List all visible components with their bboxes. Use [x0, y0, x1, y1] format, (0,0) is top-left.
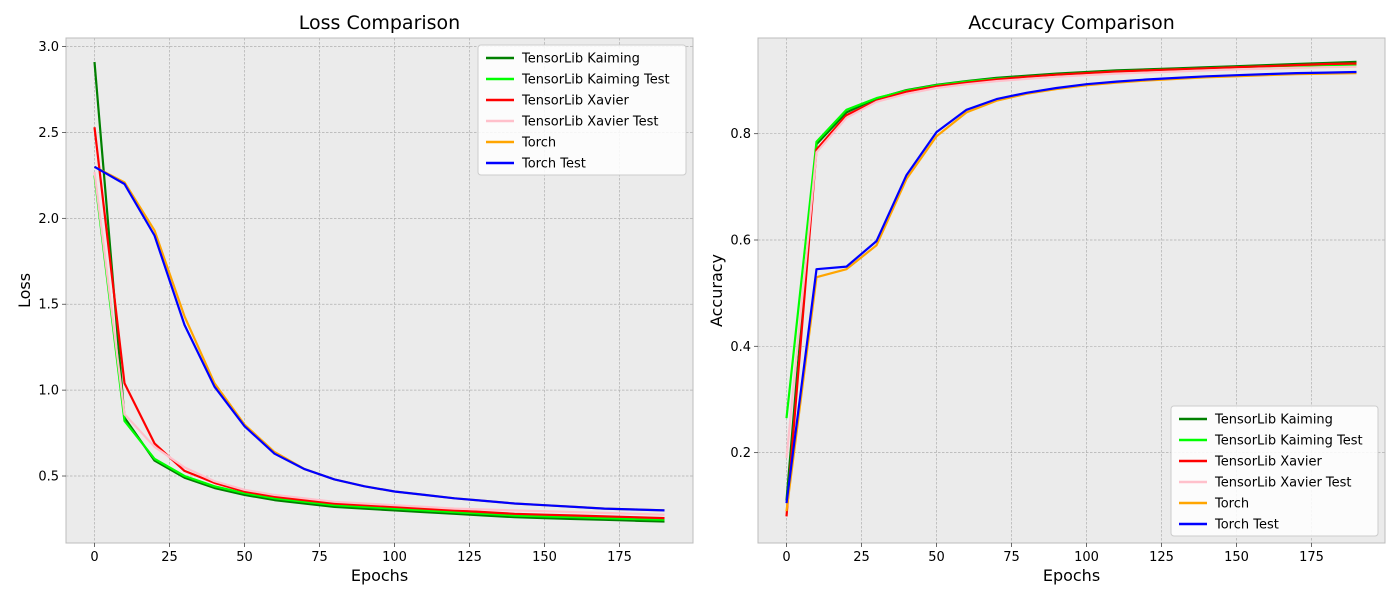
x-tick-label: 125 [1149, 550, 1174, 565]
x-tick-label: 150 [1224, 550, 1249, 565]
series-line-tensorlib-kaiming-test [93, 175, 665, 521]
y-tick-label: 2.5 [38, 126, 59, 141]
legend-label-tensorlib-xavier-test: TensorLib Xavier Test [1214, 476, 1352, 491]
y-tick-label: 0.4 [730, 340, 751, 355]
x-axis-label: Epochs [351, 566, 408, 585]
y-tick-label: 3.0 [38, 40, 59, 55]
chart-title: Loss Comparison [299, 12, 460, 34]
legend-label-tensorlib-xavier: TensorLib Xavier [1214, 455, 1322, 470]
series-line-tensorlib-xavier-test [785, 65, 1357, 459]
loss-chart: 0 25 50 75 100 125 150 175 0.5 1.0 1.5 2.0 2.5 3.0 Los… [15, 12, 694, 585]
y-tick-label: 1.0 [38, 384, 59, 399]
x-tick-label: 150 [532, 550, 557, 565]
y-tick-label: 0.8 [730, 127, 751, 142]
y-axis-label: Accuracy [707, 254, 726, 327]
series-line-torch-test [93, 165, 665, 512]
series-line-tensorlib-xavier [785, 62, 1357, 517]
legend-label-tensorlib-kaiming: TensorLib Kaiming [521, 52, 640, 67]
x-tick-label: 50 [928, 550, 945, 565]
x-tick-label: 100 [1074, 550, 1099, 565]
accuracy-chart: 0 25 50 75 100 125 150 175 0.2 0.4 0.6 0.8 Accuracy … [707, 12, 1386, 585]
legend-label-tensorlib-kaiming-test: TensorLib Kaiming Test [1214, 434, 1363, 449]
plot-frame [757, 37, 1386, 544]
x-tick-label: 25 [161, 550, 178, 565]
legend-label-torch-test: Torch Test [521, 157, 586, 172]
series-line-torch-test [785, 70, 1357, 504]
legend-label-torch: Torch [1214, 497, 1249, 512]
x-tick-label: 75 [311, 550, 328, 565]
x-tick-label: 75 [1003, 550, 1020, 565]
x-tick-label: 125 [457, 550, 482, 565]
x-tick-label: 0 [782, 550, 790, 565]
x-tick-label: 100 [382, 550, 407, 565]
plot-frame [65, 37, 694, 544]
legend-label-torch: Torch [521, 136, 556, 151]
series-line-tensorlib-kaiming [93, 61, 665, 523]
legend-label-tensorlib-kaiming-test: TensorLib Kaiming Test [521, 73, 670, 88]
series-line-tensorlib-xavier-test [93, 171, 665, 516]
x-tick-label: 25 [853, 550, 870, 565]
legend-box [477, 44, 687, 176]
legend-label-tensorlib-xavier-test: TensorLib Xavier Test [521, 115, 659, 130]
y-tick-label: 1.5 [38, 298, 59, 313]
chart-title: Accuracy Comparison [968, 12, 1175, 34]
x-tick-label: 175 [1299, 550, 1324, 565]
x-tick-label: 175 [607, 550, 632, 565]
legend-label-tensorlib-kaiming: TensorLib Kaiming [1214, 413, 1333, 428]
legend-box [1170, 405, 1379, 537]
legend: TensorLib Kaiming TensorLib Kaiming Test T… [477, 44, 687, 176]
y-axis-label: Loss [15, 273, 34, 308]
legend-label-torch-test: Torch Test [1214, 518, 1279, 533]
legend: TensorLib Kaiming TensorLib Kaiming Test T… [1170, 405, 1379, 537]
x-tick-label: 0 [90, 550, 98, 565]
x-tick-label: 50 [236, 550, 253, 565]
y-tick-label: 0.2 [730, 446, 751, 461]
y-tick-label: 0.5 [38, 470, 59, 485]
x-axis-label: Epochs [1043, 566, 1100, 585]
y-tick-label: 0.6 [730, 234, 751, 249]
series-line-tensorlib-xavier [93, 127, 665, 520]
y-tick-label: 2.0 [38, 212, 59, 227]
legend-label-tensorlib-xavier: TensorLib Xavier [521, 94, 629, 109]
